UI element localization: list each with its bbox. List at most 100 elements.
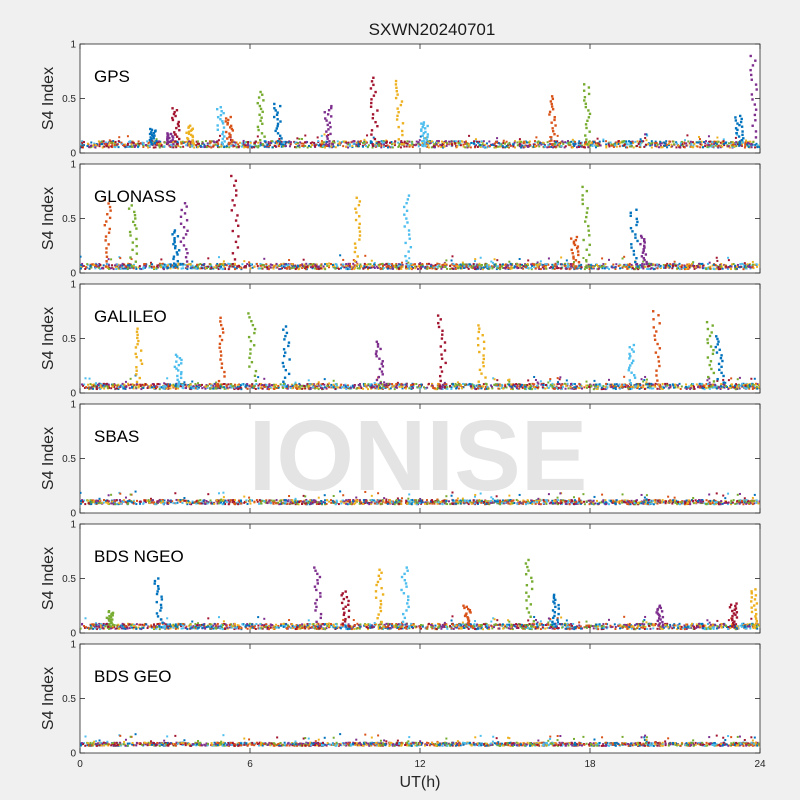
baseline-point [304,387,307,390]
baseline-point [481,141,484,144]
baseline-point [250,386,253,389]
baseline-point [715,385,718,388]
baseline-point [148,266,151,269]
baseline-point [332,145,335,148]
baseline-point [476,145,479,148]
baseline-point [408,143,411,146]
peak-point [133,214,137,217]
baseline-point [107,267,110,270]
peak-point [353,259,357,263]
baseline-point [516,267,519,270]
baseline-point [680,140,683,143]
baseline-point [334,267,337,270]
baseline-point [729,385,732,388]
peak-point [154,129,157,132]
peak-point [222,111,225,115]
baseline-point [646,134,649,137]
baseline-point [194,265,197,268]
baseline-point [323,378,326,381]
baseline-point [189,267,192,270]
baseline-point [118,266,121,269]
baseline-point [701,384,704,387]
baseline-point [551,266,554,269]
baseline-point [510,265,513,268]
baseline-point [461,266,464,269]
baseline-point [745,267,748,270]
peak-point [755,88,758,91]
baseline-point [98,262,101,265]
baseline-point [142,266,145,269]
baseline-point [317,265,320,268]
baseline-point [297,268,300,271]
baseline-point [440,145,443,148]
peak-point [231,129,235,132]
baseline-point [739,384,742,387]
baseline-point [650,263,653,266]
peak-point [396,107,399,110]
peak-point [174,114,177,118]
baseline-point [365,144,368,147]
baseline-point [721,267,724,270]
baseline-point [262,384,265,387]
baseline-point [437,263,440,266]
baseline-point [510,383,513,386]
baseline-point [246,146,249,149]
baseline-point [534,387,537,390]
baseline-point [698,135,701,138]
baseline-point [225,384,228,387]
baseline-point [646,267,649,270]
baseline-point [477,387,480,390]
baseline-point [289,143,292,146]
baseline-point [668,386,671,389]
baseline-point [352,262,355,265]
baseline-point [663,141,666,144]
baseline-point [279,141,282,144]
baseline-point [671,265,674,268]
peak-point [191,127,195,130]
baseline-point [349,385,352,388]
baseline-point [671,383,674,386]
baseline-point [154,146,157,149]
baseline-point [282,382,285,385]
peak-point [150,140,153,144]
baseline-point [453,384,456,387]
baseline-point [172,383,175,386]
baseline-point [320,141,323,144]
peak-point [376,124,379,128]
baseline-point [608,145,611,148]
baseline-point [441,386,444,389]
baseline-point [451,267,454,270]
baseline-point [373,267,376,270]
peak-point [173,131,176,134]
baseline-point [642,386,645,389]
baseline-point [176,140,179,143]
baseline-point [80,255,82,258]
baseline-point [287,385,290,388]
baseline-point [451,144,454,147]
baseline-point [362,382,365,385]
baseline-point [94,382,97,385]
baseline-point [574,140,577,143]
baseline-point [275,142,278,145]
baseline-point [99,141,102,144]
baseline-point [517,266,520,269]
baseline-point [351,140,354,143]
baseline-point [378,266,381,269]
baseline-point [424,143,427,146]
baseline-point [449,264,452,267]
baseline-point [263,257,266,260]
baseline-point [506,383,509,386]
peak-point [423,127,427,130]
baseline-point [474,387,477,390]
baseline-point [551,387,554,390]
baseline-point [637,382,640,385]
baseline-point [552,385,555,388]
baseline-point [752,385,755,388]
peak-point [358,230,362,233]
baseline-point [328,264,331,267]
baseline-point [740,141,743,144]
baseline-point [314,263,317,266]
peak-point [630,243,633,246]
baseline-point [177,267,180,270]
